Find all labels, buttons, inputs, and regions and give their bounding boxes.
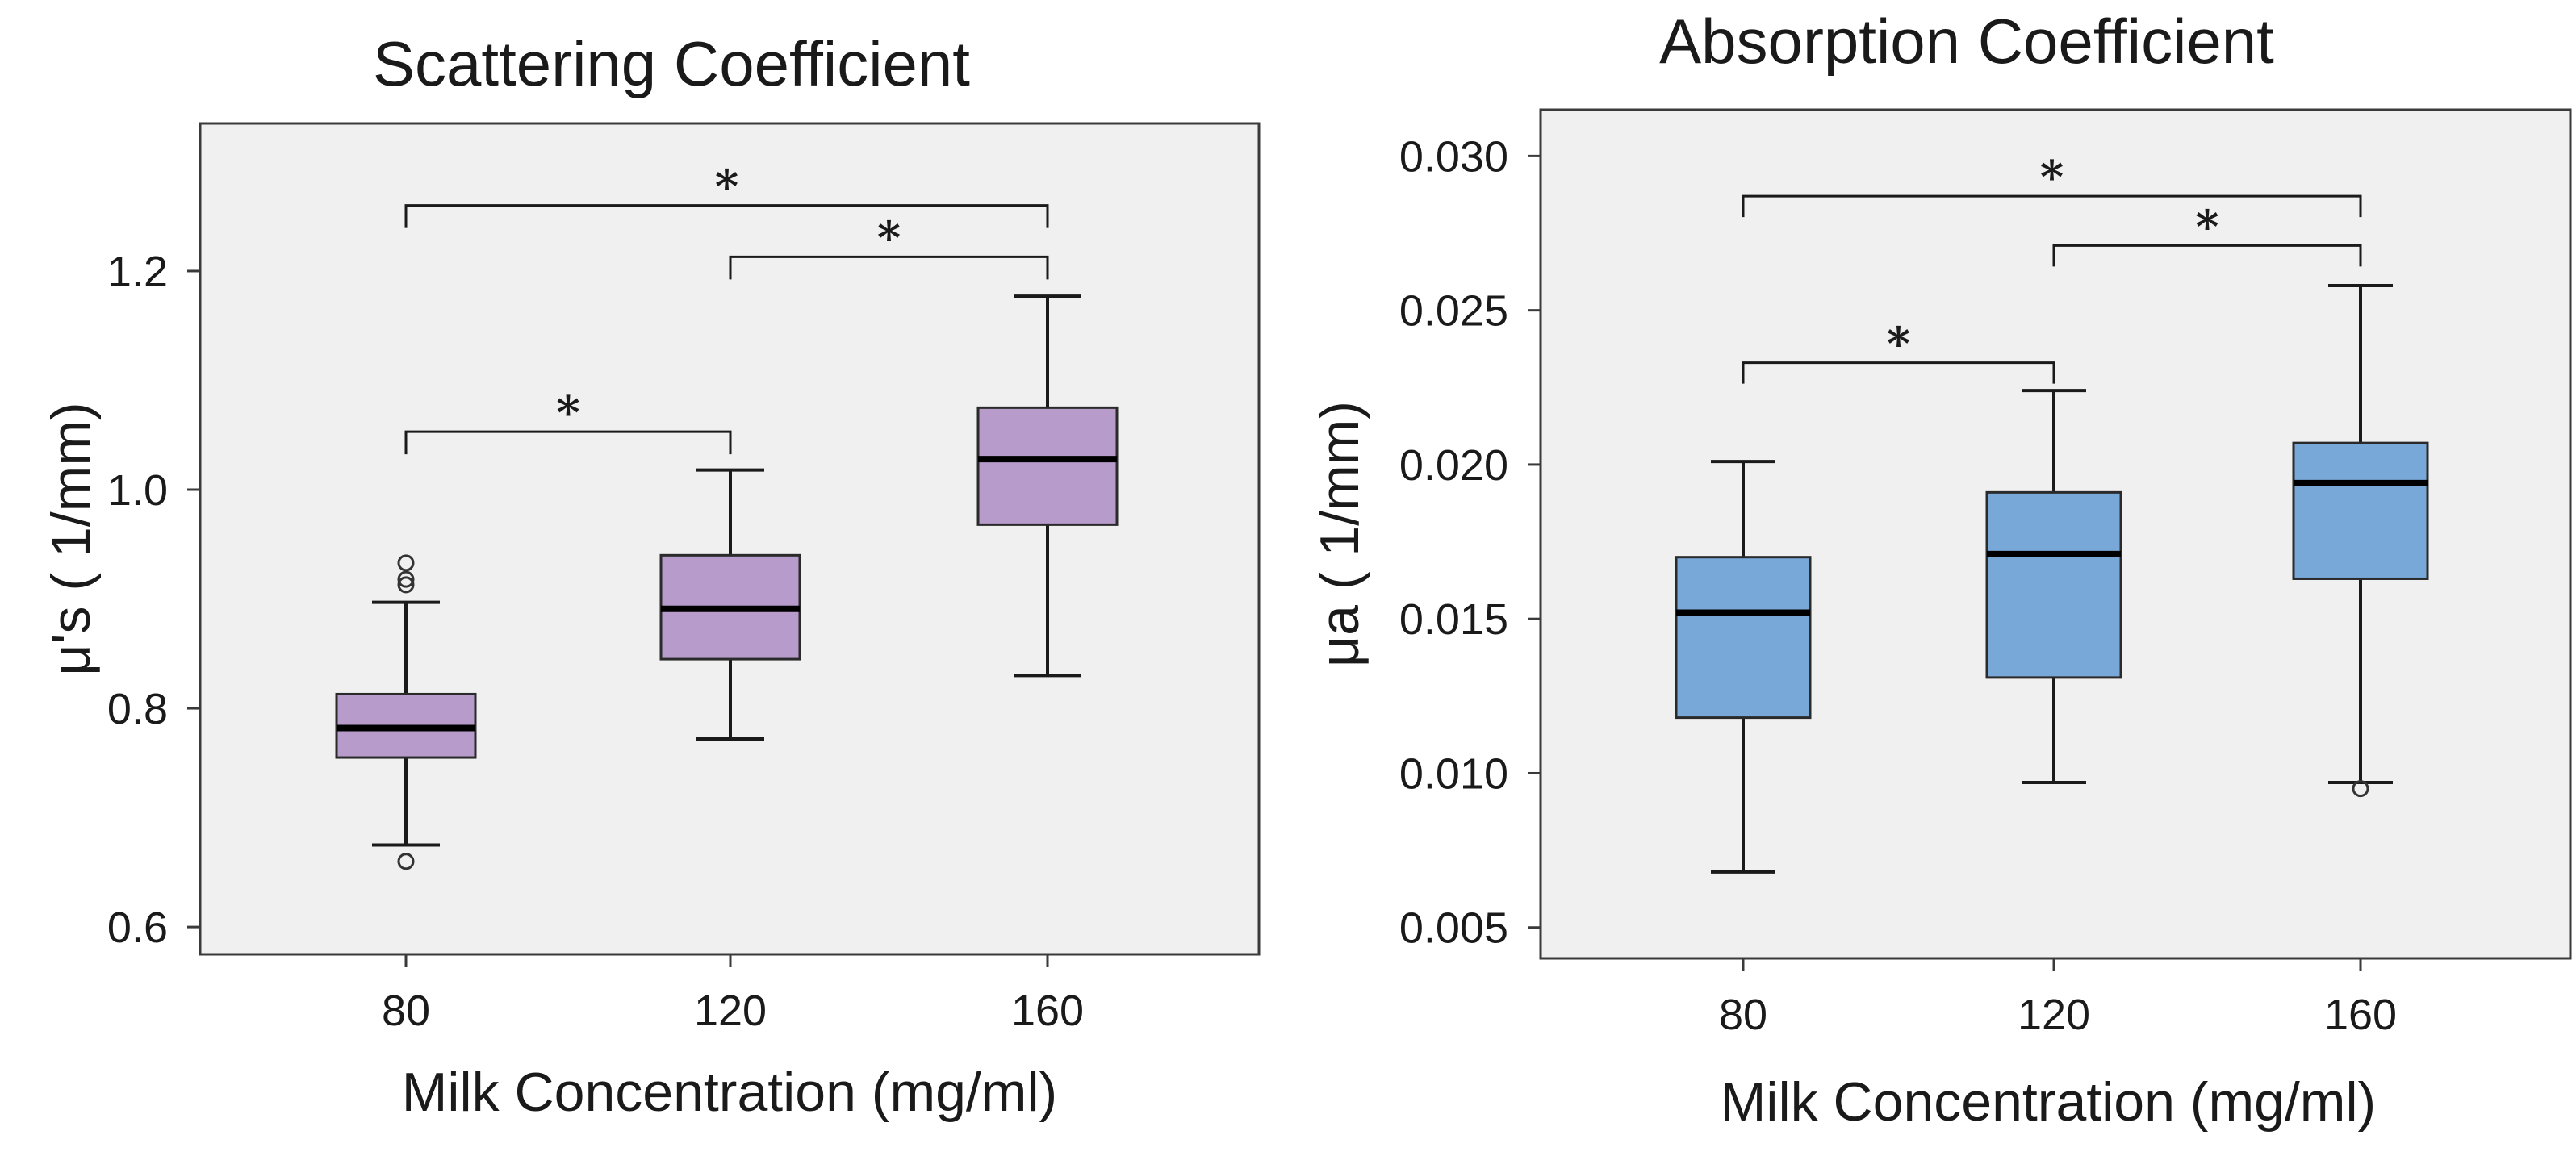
x-tick-label: 80	[382, 987, 430, 1035]
iqr-box	[1675, 556, 1812, 720]
outlier-point	[397, 853, 415, 870]
x-tick-label: 160	[2324, 991, 2397, 1039]
iqr-box	[1985, 490, 2122, 679]
y-axis-label: μ's ( 1/mm)	[40, 402, 102, 675]
box-160	[976, 294, 1119, 678]
chart-title: Absorption Coefficient	[1659, 6, 2274, 77]
box-80	[335, 554, 477, 870]
box-120	[659, 468, 801, 741]
y-tick-label: 1.0	[107, 466, 168, 515]
y-tick-label: 0.010	[1399, 749, 1508, 798]
significance-bracket: *	[1742, 151, 2362, 218]
y-tick-label: 0.030	[1399, 132, 1508, 181]
x-axis-label: Milk Concentration (mg/ml)	[1721, 1071, 2376, 1133]
bracket-line	[404, 204, 1049, 228]
box-80	[1675, 460, 1812, 874]
chart-title: Scattering Coefficient	[373, 28, 970, 99]
outlier-point	[397, 576, 415, 594]
significance-bracket: *	[404, 161, 1049, 228]
bracket-line	[404, 430, 732, 455]
significance-bracket: *	[1742, 318, 2055, 384]
significance-star: *	[715, 161, 738, 214]
chart-marks: 0.6 0.8 1.0 1.2 80 120 160 * * *	[107, 161, 1119, 1035]
bracket-line	[1742, 361, 2055, 384]
y-tick-label: 0.8	[107, 685, 168, 733]
y-tick-label: 0.025	[1399, 287, 1508, 336]
bracket-line	[1742, 194, 2362, 218]
outlier-point	[397, 554, 415, 572]
y-tick-label: 0.020	[1399, 441, 1508, 490]
x-tick-label: 160	[1011, 987, 1084, 1035]
x-axis-label: Milk Concentration (mg/ml)	[402, 1062, 1057, 1123]
y-tick-label: 0.015	[1399, 595, 1508, 644]
box-160	[2292, 284, 2429, 798]
outlier-point	[397, 570, 415, 588]
bracket-line	[729, 255, 1049, 280]
bracket-line	[2052, 244, 2362, 267]
y-tick-label: 1.2	[107, 248, 168, 296]
significance-bracket: *	[404, 386, 732, 455]
significance-star: *	[2040, 151, 2064, 204]
significance-bracket: *	[729, 211, 1049, 280]
y-axis-label: μa ( 1/mm)	[1309, 401, 1370, 667]
box-120	[1985, 389, 2122, 784]
significance-bracket: *	[2052, 200, 2362, 267]
significance-star: *	[2195, 200, 2218, 253]
significance-star: *	[556, 386, 579, 440]
iqr-box	[2292, 441, 2429, 580]
x-tick-label: 80	[1719, 991, 1767, 1039]
y-tick-label: 0.005	[1399, 904, 1508, 953]
outlier-point	[2352, 780, 2369, 798]
x-tick-label: 120	[2018, 991, 2090, 1039]
iqr-box	[976, 406, 1119, 526]
scattering-chart: Scattering Coefficient μ's ( 1/mm) Milk …	[40, 28, 1261, 1123]
x-tick-label: 120	[694, 987, 767, 1035]
absorption-chart: Absorption Coefficient μa ( 1/mm) Milk C…	[1309, 6, 2572, 1133]
significance-star: *	[877, 211, 901, 265]
significance-star: *	[1887, 318, 1910, 371]
y-tick-label: 0.6	[107, 904, 168, 952]
chart-marks: 0.005 0.010 0.015 0.020 0.025 0.030 80 120 160 * *…	[1399, 132, 2429, 1039]
